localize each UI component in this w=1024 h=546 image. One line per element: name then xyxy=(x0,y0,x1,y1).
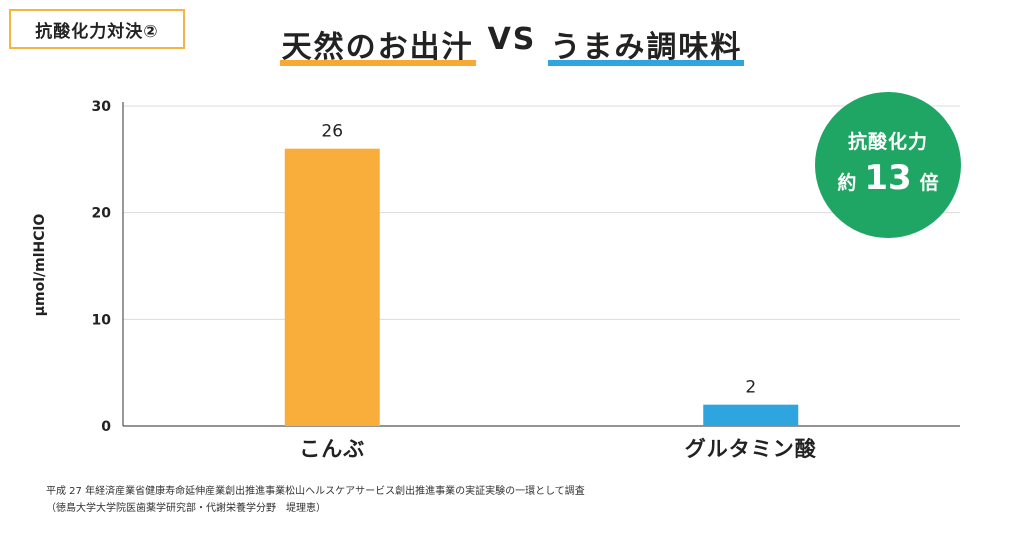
title-right: うまみ調味料 xyxy=(548,22,745,66)
title-vs: VS xyxy=(487,22,537,57)
callout-line2: 約 13 倍 xyxy=(837,158,938,198)
y-tick-label: 30 xyxy=(92,99,112,115)
callout-prefix: 約 xyxy=(837,171,857,194)
title-left-underline xyxy=(279,60,476,66)
section-badge: 抗酸化力対決② xyxy=(9,9,185,49)
x-tick-label: こんぶ xyxy=(299,437,365,461)
title-right-text: うまみ調味料 xyxy=(550,30,743,65)
chart-title: 天然のお出汁 VS うまみ調味料 xyxy=(0,22,1024,76)
callout-line1: 抗酸化力 xyxy=(847,130,928,153)
footnotes: 平成 27 年経済産業省健康寿命延伸産業創出推進事業松山ヘルスケアサービス創出推… xyxy=(46,483,585,517)
title-left: 天然のお出汁 xyxy=(279,22,476,66)
callout-suffix: 倍 xyxy=(919,171,939,194)
bar xyxy=(284,148,380,426)
x-tick-label: グルタミン酸 xyxy=(685,437,817,461)
ratio-callout: 抗酸化力 約 13 倍 xyxy=(815,92,961,238)
data-label: 26 xyxy=(321,122,343,142)
bar xyxy=(703,404,799,426)
footnote-1: 平成 27 年経済産業省健康寿命延伸産業創出推進事業松山ヘルスケアサービス創出推… xyxy=(46,486,585,497)
title-right-underline xyxy=(548,60,745,66)
title-left-text: 天然のお出汁 xyxy=(281,30,474,65)
callout-value: 13 xyxy=(864,157,912,198)
data-label: 2 xyxy=(745,378,756,398)
y-tick-label: 20 xyxy=(92,206,112,222)
y-tick-label: 10 xyxy=(92,312,112,328)
y-tick-label: 0 xyxy=(101,419,111,435)
footnote-2: （徳島大学大学院医歯薬学研究部・代謝栄養学分野 堤理恵） xyxy=(46,503,326,514)
